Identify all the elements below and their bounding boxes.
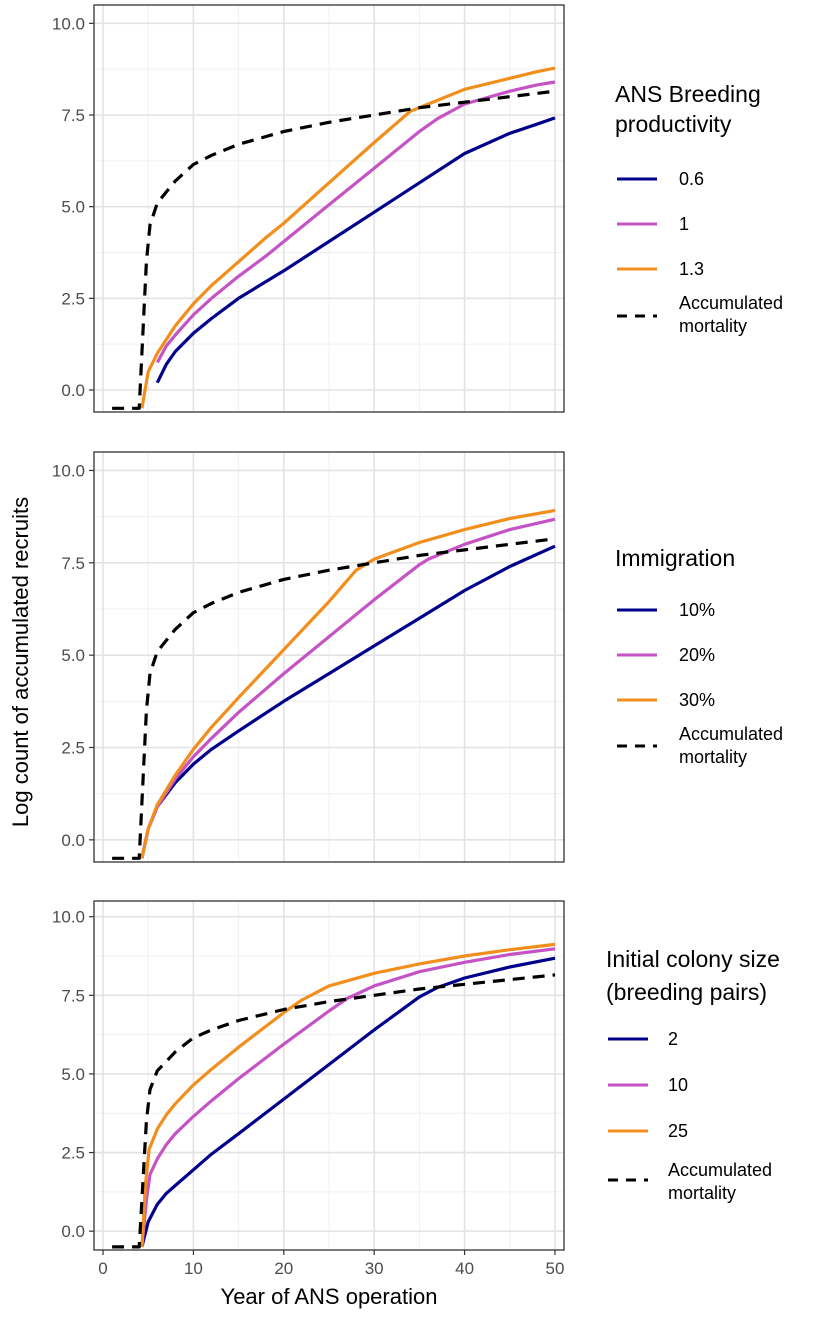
panel-2: 0.0 2.5 5.0 7.5 10.0 [52,451,565,863]
legend-label-2: 2 [668,1029,678,1049]
panel-border [93,451,565,863]
series-line-accumulated-mortality [112,537,556,860]
x-tick-label: 20 [274,1259,293,1278]
y-tick-label: 5.0 [61,646,85,665]
legend-title-line-1: Immigration [615,545,735,571]
legend-label-mortality-line-1: Accumulated [679,724,783,744]
y-tick-label: 5.0 [61,1065,85,1084]
legend-label-mortality-line-1: Accumulated [679,293,783,313]
legend-label-25: 25 [668,1121,688,1141]
legend-panel-1: ANS Breeding productivity 0.6 1 1.3 Accu… [615,81,783,336]
legend-label-mortality-line-2: mortality [679,316,747,336]
legend-title-line-1: Initial colony size [606,946,780,972]
y-tick-label: 7.5 [61,106,85,125]
legend-label-20pct: 20% [679,645,715,665]
x-axis-title: Year of ANS operation [221,1284,438,1309]
y-tick-label: 10.0 [52,461,85,480]
series-line-2 [140,956,556,1248]
legend-label-30pct: 30% [679,690,715,710]
panel-3: 0.0 2.5 5.0 7.5 10.0 0 10 20 30 40 50 [52,900,565,1278]
legend-label-mortality-line-1: Accumulated [668,1160,772,1180]
panel-border [93,900,565,1251]
y-tick-label: 0.0 [61,1222,85,1241]
series-line-accumulated-mortality [112,89,556,410]
y-tick-label: 7.5 [61,554,85,573]
series-line-accumulated-mortality [112,973,556,1249]
series-line-25 [140,942,556,1247]
legend-title-line-2: (breeding pairs) [606,979,767,1005]
series-line-1-3 [140,66,556,409]
x-tick-label: 0 [98,1259,107,1278]
legend-title-line-2: productivity [615,111,732,137]
y-tick-label: 7.5 [61,986,85,1005]
legend-label-1: 1 [679,214,689,234]
y-tick-label: 2.5 [61,289,85,308]
series-line-30- [140,508,556,859]
legend-title-line-1: ANS Breeding [615,81,761,107]
y-tick-label: 0.0 [61,831,85,850]
x-tick-label: 30 [365,1259,384,1278]
y-tick-label: 0.0 [61,381,85,400]
series-line-10 [140,947,556,1248]
x-tick-label: 10 [184,1259,203,1278]
legend-label-10: 10 [668,1075,688,1095]
panels-layer: 0.0 2.5 5.0 7.5 10.0 0.0 2.5 5.0 7.5 10.0 0.0 2.5 5.… [52,4,565,1278]
legend-panel-2: Immigration 10% 20% 30% Accumulated mort… [615,545,783,767]
x-tick-label: 40 [455,1259,474,1278]
y-tick-label: 10.0 [52,14,85,33]
y-axis-title: Log count of accumulated recruits [8,497,33,827]
series-line-0-6 [155,116,556,384]
y-tick-label: 2.5 [61,738,85,757]
legend-label-mortality-line-2: mortality [679,747,747,767]
series-line-1 [155,80,556,364]
legend-panel-3: Initial colony size (breeding pairs) 2 1… [606,946,780,1203]
y-tick-label: 2.5 [61,1144,85,1163]
panel-1: 0.0 2.5 5.0 7.5 10.0 [52,4,565,413]
legend-label-1.3: 1.3 [679,259,704,279]
legend-label-0.6: 0.6 [679,169,704,189]
legend-label-10pct: 10% [679,600,715,620]
legend-label-mortality-line-2: mortality [668,1183,736,1203]
y-tick-label: 5.0 [61,198,85,217]
panel-border [93,4,565,413]
y-tick-label: 10.0 [52,908,85,927]
x-tick-label: 50 [546,1259,565,1278]
